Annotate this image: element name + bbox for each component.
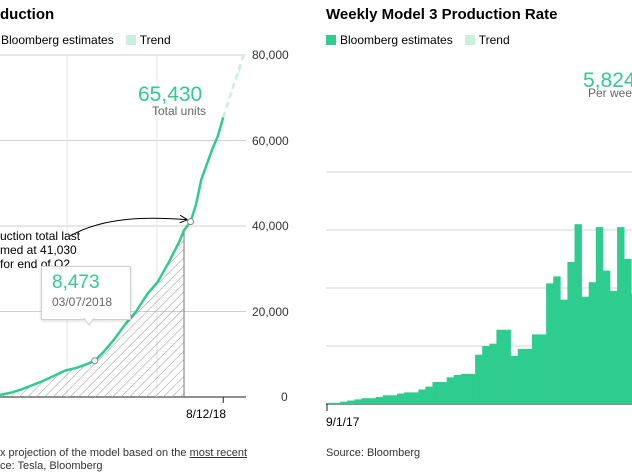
right-bar [581,296,589,404]
left-chart-legend: Bloomberg estimates Trend [0,33,171,47]
right-bar [460,373,469,404]
right-highlight-caption: Per week [588,86,632,100]
right-bar [546,283,554,404]
right-bar [382,395,391,404]
tooltip-value: 8,473 [52,272,100,293]
footnote-text: x projection of the model based on the [0,447,190,459]
right-bar [624,259,632,404]
right-bar [588,282,597,404]
right-bar [354,399,362,404]
left-footnote: x projection of the model based on the m… [0,447,247,459]
right-bar [397,393,405,404]
tooltip-date: 03/07/2018 [52,295,113,309]
right-bar [574,224,582,404]
right-bar [432,381,440,404]
right-bar [482,346,490,404]
right-highlight-value: 5,824 [583,69,632,92]
right-bar [496,329,504,404]
right-bar [510,355,518,404]
right-bar [503,329,511,404]
right-bar [475,354,483,404]
right-bar [553,276,561,404]
right-bar [411,392,419,404]
right-bar [439,381,447,404]
left-x-tick-label: 8/12/18 [186,407,227,421]
right-bar [517,348,526,404]
left-y-tick-label: 80,000 [252,48,289,62]
right-bar [602,270,611,404]
right-chart-title: Weekly Model 3 Production Rate [326,6,558,23]
right-chart-legend: Bloomberg estimates Trend [326,33,510,47]
right-bar [326,402,334,404]
footnote-link[interactable]: most recent [189,447,248,459]
left-series-line-trend [222,50,247,118]
right-source: Source: Bloomberg [326,447,421,459]
right-bar [368,398,376,404]
left-highlight-caption: Total units [152,104,207,118]
right-bar [567,261,575,404]
right-bar [617,227,625,404]
right-bar [347,400,355,404]
legend-label-trend: Trend [478,33,510,47]
left-tooltip: 8,473 03/07/2018 [41,266,131,320]
legend-swatch-trend [125,35,136,45]
right-bar [361,398,369,404]
right-bar [418,389,426,404]
right-bar [333,402,341,404]
left-annotation-arrow [69,218,187,237]
legend-label-trend: Trend [139,33,171,47]
left-y-tick-label: 60,000 [252,133,289,148]
right-bar [453,375,462,404]
left-annotation: uction total last med at 41,030 for end … [0,229,80,271]
legend-label-estimates: Bloomberg estimates [1,33,114,47]
left-highlight-value: 65,430 [138,83,203,106]
right-bar [524,348,533,404]
right-bar [610,290,618,404]
left-y-tick-label: 0 [281,390,288,404]
legend-swatch-estimates [326,35,336,45]
legend-label-estimates: Bloomberg estimates [340,33,453,47]
right-bar [446,377,455,404]
legend-swatch-trend [464,35,475,45]
right-bar [595,227,604,404]
right-bar [375,397,384,404]
right-bar [404,392,412,404]
right-x-tick-label: 9/1/17 [326,415,360,429]
left-point-marker [187,218,195,226]
right-bar [531,334,540,404]
right-bar [340,401,348,404]
right-bar [425,386,433,404]
left-chart-title: duction [0,6,55,23]
annotation-line: med at 41,030 [0,243,77,257]
right-bar [389,395,398,404]
right-bar [468,373,476,404]
left-point-marker [91,357,99,365]
left-hatched-area [0,230,185,397]
right-bar [560,299,568,404]
right-bar [539,334,547,404]
left-y-tick-label: 20,000 [252,304,289,319]
left-highlight-leader [235,66,242,81]
left-source: ce: Tesla, Bloomberg [0,460,103,472]
left-y-tick-label: 40,000 [252,219,289,233]
annotation-line: uction total last [0,229,81,243]
right-bar [489,343,497,404]
